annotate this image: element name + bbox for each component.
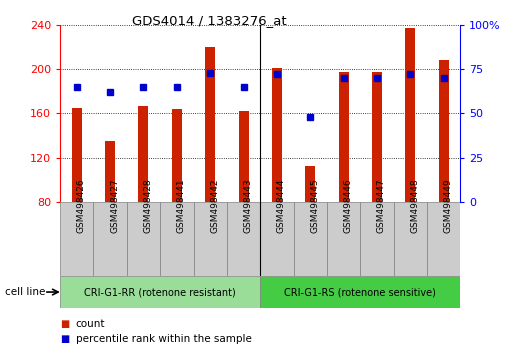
Text: GSM498449: GSM498449 [444, 178, 452, 233]
Text: GSM498444: GSM498444 [277, 178, 286, 233]
Bar [205, 47, 215, 202]
Bar [260, 202, 293, 276]
Bar [360, 202, 393, 276]
Bar [394, 202, 427, 276]
Bar [260, 276, 460, 308]
Text: GSM498443: GSM498443 [244, 178, 253, 233]
Bar [72, 108, 82, 202]
Text: GSM498446: GSM498446 [344, 178, 353, 233]
Bar [227, 202, 260, 276]
Bar [405, 28, 415, 202]
Text: GSM498427: GSM498427 [110, 178, 119, 233]
Bar [194, 202, 227, 276]
Text: GSM498426: GSM498426 [77, 178, 86, 233]
Bar [327, 202, 360, 276]
Bar [172, 109, 182, 202]
Bar [293, 202, 327, 276]
Text: GSM498441: GSM498441 [177, 178, 186, 233]
Bar [160, 202, 194, 276]
Bar [305, 166, 315, 202]
Text: percentile rank within the sample: percentile rank within the sample [76, 334, 252, 344]
Bar [272, 68, 282, 202]
Bar [427, 202, 460, 276]
Text: GSM498445: GSM498445 [310, 178, 319, 233]
Text: CRI-G1-RR (rotenone resistant): CRI-G1-RR (rotenone resistant) [84, 287, 236, 297]
Text: CRI-G1-RS (rotenone sensitive): CRI-G1-RS (rotenone sensitive) [285, 287, 436, 297]
Text: ■: ■ [60, 319, 70, 329]
Text: GSM498448: GSM498448 [410, 178, 419, 233]
Bar [127, 202, 160, 276]
Text: cell line: cell line [5, 287, 46, 297]
Bar [94, 202, 127, 276]
Bar [105, 141, 115, 202]
Bar [139, 105, 149, 202]
Bar [439, 60, 449, 202]
Text: count: count [76, 319, 105, 329]
Text: ■: ■ [60, 334, 70, 344]
Bar [372, 72, 382, 202]
Text: GSM498428: GSM498428 [143, 178, 153, 233]
Text: GDS4014 / 1383276_at: GDS4014 / 1383276_at [132, 14, 287, 27]
Bar [60, 276, 260, 308]
Bar [60, 202, 94, 276]
Text: GSM498447: GSM498447 [377, 178, 386, 233]
Bar [338, 72, 348, 202]
Text: GSM498442: GSM498442 [210, 178, 219, 233]
Bar [238, 111, 248, 202]
